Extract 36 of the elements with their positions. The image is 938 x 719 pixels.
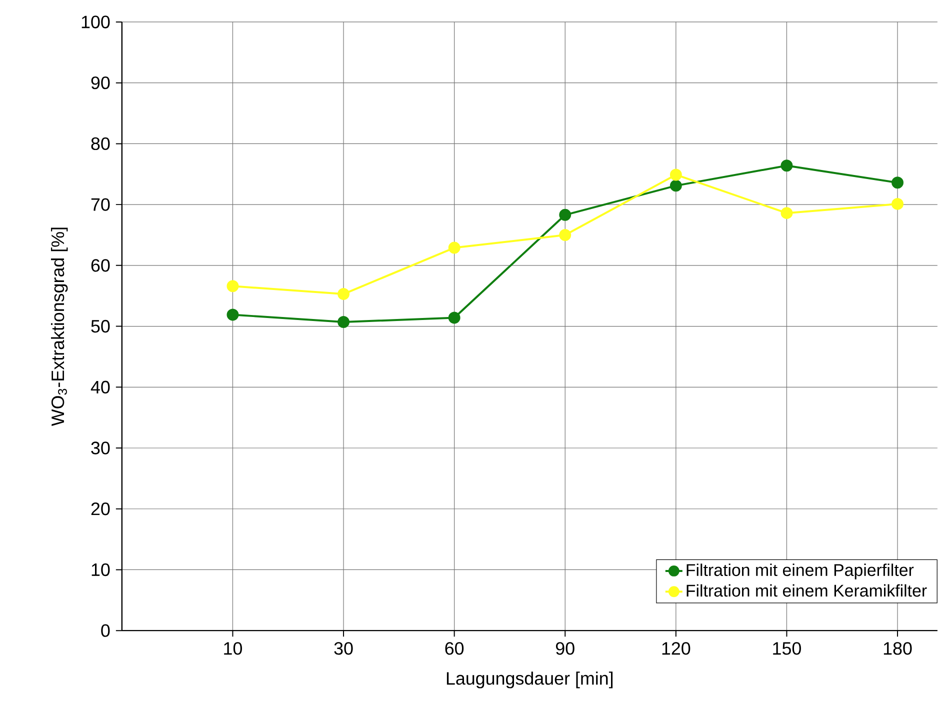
point bbox=[892, 176, 904, 189]
point bbox=[448, 312, 460, 324]
y-tick-label: 0 bbox=[101, 624, 110, 638]
x-axis-title: Laugungsdauer [min] bbox=[446, 672, 613, 689]
point bbox=[780, 160, 793, 172]
y-tick-label: 60 bbox=[91, 259, 110, 272]
point bbox=[559, 209, 572, 222]
y-tick-label: 30 bbox=[91, 442, 110, 455]
y-axis-title: WO$_{3}$-Extraktionsgrad [%] bbox=[50, 228, 68, 426]
y-tick-label: 40 bbox=[90, 381, 110, 394]
x-tick-label: 180 bbox=[884, 642, 912, 656]
legend-label: Filtration mit einem Papierfilter bbox=[686, 564, 914, 580]
point bbox=[780, 207, 793, 220]
point bbox=[670, 169, 682, 181]
x-tick-label: 10 bbox=[224, 642, 242, 656]
point bbox=[448, 242, 460, 254]
legend-label: Filtration mit einem Keramikfilter bbox=[686, 584, 927, 597]
y-tick-label: 90 bbox=[91, 76, 110, 90]
point bbox=[338, 288, 350, 300]
point bbox=[338, 316, 350, 328]
y-tick-label: 50 bbox=[91, 320, 110, 333]
y-tick-label: 80 bbox=[91, 138, 110, 150]
point bbox=[226, 308, 239, 321]
y-tick-label: 10 bbox=[92, 564, 110, 576]
point bbox=[226, 280, 239, 292]
x-tick-label: 150 bbox=[773, 642, 801, 656]
y-tick-label: 20 bbox=[91, 502, 110, 516]
point bbox=[892, 198, 904, 210]
y-tick-label: 100 bbox=[82, 16, 110, 29]
y-tick-label: 70 bbox=[91, 198, 110, 212]
x-tick-label: 60 bbox=[445, 642, 464, 656]
x-tick-label: 120 bbox=[662, 642, 690, 656]
point bbox=[559, 229, 572, 242]
x-tick-label: 90 bbox=[556, 642, 574, 656]
point bbox=[670, 180, 682, 192]
x-tick-label: 30 bbox=[334, 642, 353, 656]
